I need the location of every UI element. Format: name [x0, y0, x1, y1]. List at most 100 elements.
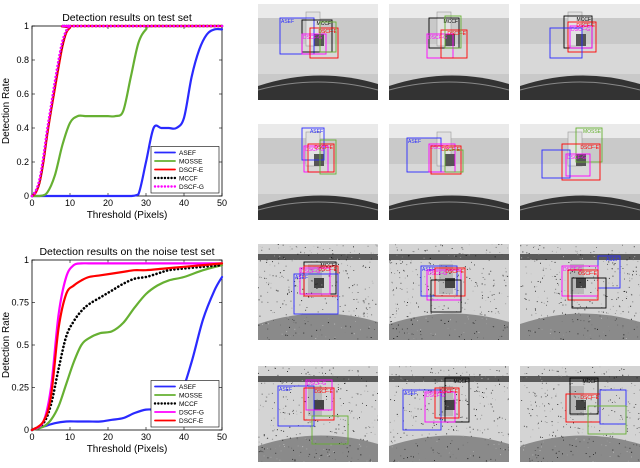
noise-dot [323, 423, 325, 425]
noise-dot [532, 454, 534, 456]
noise-dot [402, 388, 403, 390]
noise-dot [292, 411, 294, 412]
noise-dot [362, 266, 364, 267]
noise-dot [529, 335, 530, 336]
noise-dot [459, 399, 461, 401]
noise-dot [526, 387, 528, 389]
noise-dot [433, 419, 435, 421]
noise-dot [275, 447, 276, 449]
noise-dot [337, 416, 339, 418]
noise-dot [551, 421, 553, 423]
noise-dot [290, 321, 292, 323]
noise-dot [538, 248, 539, 250]
noise-dot [326, 398, 327, 400]
noise-dot [365, 385, 367, 387]
noise-dot [494, 376, 496, 378]
noise-dot [481, 317, 483, 319]
noise-dot [291, 447, 293, 449]
noise-dot [495, 399, 496, 401]
noise-dot [448, 320, 449, 322]
noise-dot [258, 299, 260, 301]
noise-dot [592, 367, 594, 368]
noise-dot [396, 336, 398, 337]
noise-dot [565, 304, 567, 306]
noise-dot [498, 339, 499, 340]
noise-dot [296, 246, 298, 248]
noise-dot [466, 417, 468, 419]
bounding-box [444, 377, 470, 423]
thumbnail-wall [389, 124, 509, 138]
noise-dot [287, 293, 289, 295]
noise-dot [292, 382, 293, 384]
noise-dot [443, 305, 445, 307]
noise-dot [261, 460, 263, 462]
noise-dot [474, 264, 475, 266]
series-line-dscf-e [30, 262, 224, 432]
noise-dot [395, 303, 396, 305]
noise-dot [577, 427, 579, 429]
noise-dot [419, 459, 420, 461]
bounding-box-label: DSCF-E [318, 29, 337, 35]
noise-dot [554, 276, 556, 277]
noise-dot [336, 281, 338, 283]
noise-dot [416, 330, 418, 332]
noise-dot [593, 256, 595, 257]
noise-dot [375, 303, 377, 305]
noise-dot [536, 405, 537, 407]
noise-dot [398, 375, 400, 377]
noise-dot [462, 435, 464, 437]
noise-dot [628, 273, 630, 275]
noise-dot [508, 450, 509, 451]
noise-dot [261, 277, 262, 278]
noise-dot [632, 270, 634, 271]
noise-dot [338, 263, 339, 265]
bounding-box [428, 17, 460, 49]
noise-dot [473, 323, 475, 324]
noise-dot [544, 405, 545, 407]
noise-dot [355, 404, 357, 406]
noise-dot [320, 329, 321, 331]
noise-dot [579, 258, 581, 260]
noise-dot [594, 328, 596, 330]
noise-dot [572, 306, 574, 308]
noise-dot [536, 415, 538, 416]
noise-dot [493, 294, 495, 295]
noise-dot [465, 400, 467, 401]
noise-dot [301, 380, 303, 382]
noise-dot [581, 288, 583, 290]
thumbnail-wall-band [258, 254, 378, 260]
noise-dot [613, 451, 614, 453]
noise-dot [611, 268, 613, 270]
noise-dot [351, 292, 353, 294]
bounding-box [587, 405, 627, 435]
noise-dot [635, 270, 637, 272]
noise-dot [530, 259, 532, 261]
noise-dot [319, 385, 321, 386]
noise-dot [534, 331, 536, 333]
noise-dot [428, 390, 430, 391]
noise-dot [317, 252, 318, 254]
noise-dot [595, 287, 596, 289]
noise-dot [455, 255, 457, 257]
thumbnail-wall-band [520, 254, 640, 260]
noise-dot [463, 281, 465, 283]
noise-dot [305, 418, 307, 420]
noise-dot [419, 398, 421, 400]
y-axis-label: Detection Rate [1, 77, 12, 144]
noise-dot [601, 317, 602, 319]
noise-dot [474, 391, 476, 392]
noise-dot [418, 284, 420, 286]
noise-dot [348, 402, 350, 403]
noise-dot [279, 445, 281, 447]
noise-dot [498, 417, 500, 419]
noise-dot [587, 447, 589, 449]
noise-dot [260, 329, 262, 330]
noise-dot [505, 366, 506, 368]
noise-dot [435, 278, 437, 280]
thumbnail-car-hood [258, 313, 378, 340]
noise-dot [593, 251, 595, 252]
noise-dot [428, 403, 430, 405]
noise-dot [413, 334, 414, 335]
noise-dot [570, 383, 571, 385]
noise-dot [329, 339, 330, 340]
